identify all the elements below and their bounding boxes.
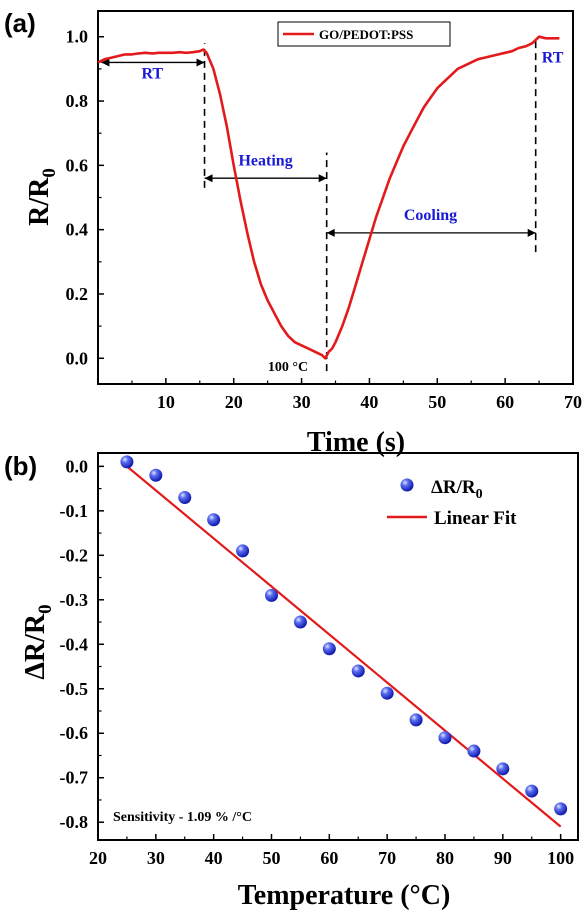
panel-b-y-tick-label: 0.0 [66, 456, 89, 476]
panel-b-y-axis-title-main: ΔR/R [20, 613, 51, 680]
panel-a-x-tick-label: 20 [225, 392, 243, 412]
arrow-head-right [196, 58, 205, 67]
panel-a-y-tick-label: 0.6 [66, 155, 89, 175]
panel-b-y-tick-label: -0.8 [60, 812, 89, 832]
delta-r-data-point [293, 615, 307, 629]
delta-r-data-point [380, 686, 394, 700]
delta-r-data-point [149, 468, 163, 482]
panel-a-x-tick-label: 70 [564, 392, 582, 412]
panel-a-annotation: RT [542, 49, 564, 66]
legend-label-delta-r-sub: 0 [476, 487, 483, 502]
panel-a-x-tick-label: 60 [496, 392, 514, 412]
panel-a-y-axis-title-sub: 0 [39, 168, 60, 178]
panel-b-y-tick-label: -0.2 [60, 545, 89, 565]
panel-b-y-tick-label: -0.6 [60, 723, 89, 743]
panel-b-x-tick-label: 50 [262, 848, 280, 868]
panel-a-line-chart: (a) 10 20 30 40 50 60 70 0.0 0.2 0.4 0.6 0.8 1.0 RT H… [4, 8, 582, 458]
delta-r-data-point [207, 513, 221, 527]
panel-a-y-tick-label: 0.2 [66, 284, 89, 304]
panel-a-x-tick-label: 40 [360, 392, 378, 412]
legend-label-delta-r: ΔR/R0 [431, 477, 483, 502]
panel-b-x-tick-label: 90 [494, 848, 512, 868]
panel-a-annotations: RT Heating Cooling RT 100 °C [141, 49, 563, 375]
panel-b-x-tick-label: 100 [547, 848, 574, 868]
panel-b-scatter-chart: (b) 20 30 40 50 60 70 80 90 100 0.0 -0.1 -0.2 -0.3 -0… [4, 451, 579, 911]
panel-b-x-tick-label: 70 [378, 848, 396, 868]
panel-a-phase-markers [101, 36, 537, 372]
panel-b-x-tick-label: 30 [147, 848, 165, 868]
arrow-head-left [101, 58, 110, 67]
panel-a-y-tick-label: 0.4 [66, 220, 89, 240]
panel-b-x-tick-label: 40 [205, 848, 223, 868]
panel-b-y-tick-label: -0.4 [60, 634, 89, 654]
panel-a-plot-frame [97, 10, 574, 385]
panel-b-y-tick-label: -0.3 [60, 590, 89, 610]
panel-a-axis-ticks: 10 20 30 40 50 60 70 0.0 0.2 0.4 0.6 0.8 1.0 [66, 27, 583, 412]
panel-b-x-tick-label: 60 [320, 848, 338, 868]
panel-a-x-tick-label: 50 [428, 392, 446, 412]
delta-r-data-point [236, 544, 250, 558]
panel-b-axis-ticks: 20 30 40 50 60 70 80 90 100 0.0 -0.1 -0.2 -0.3 -0.4 -0… [60, 456, 575, 868]
panel-b-y-axis-title-sub: 0 [35, 604, 56, 614]
sensitivity-annotation: Sensitivity - 1.09 % /°C [113, 810, 252, 825]
panel-a-x-tick-label: 30 [293, 392, 311, 412]
panel-b-y-axis-title: ΔR/R0 [20, 604, 56, 679]
panel-a-y-tick-label: 1.0 [66, 27, 89, 47]
arrow-head-right [527, 228, 536, 237]
legend-label-go-pedot-pss: GO/PEDOT:PSS [319, 27, 413, 42]
panel-a-y-tick-label: 0.8 [66, 91, 89, 111]
panel-b-label: (b) [4, 451, 37, 481]
panel-b-y-tick-label: -0.7 [60, 768, 89, 788]
panel-b-y-tick-label: -0.5 [60, 679, 89, 699]
delta-r-data-point [467, 744, 481, 758]
panel-a-y-tick-label: 0.0 [66, 348, 89, 368]
panel-b-y-tick-label: -0.1 [60, 501, 89, 521]
legend-label-delta-r-main: ΔR/R [431, 477, 476, 498]
delta-r-data-point [351, 664, 365, 678]
panel-a-annotation: 100 °C [268, 360, 308, 375]
panel-b-x-tick-label: 20 [89, 848, 107, 868]
delta-r-data-point [264, 588, 278, 602]
panel-a-annotation: RT [141, 66, 163, 83]
delta-r-points [120, 455, 568, 816]
panel-a-y-axis-title: R/R0 [24, 168, 60, 226]
delta-r-data-point [525, 784, 539, 798]
delta-r-data-point [322, 642, 336, 656]
go-pedot-pss-curve [97, 35, 560, 360]
delta-r-data-point [554, 802, 568, 816]
panel-a-x-tick-label: 10 [157, 392, 175, 412]
linear-fit-line [126, 465, 562, 828]
panel-b-x-axis-title: Temperature (°C) [238, 880, 451, 911]
panel-a-y-axis-title-main: R/R [24, 177, 55, 226]
legend-marker-swatch [400, 478, 414, 492]
arrow-head-left [204, 174, 213, 183]
delta-r-data-point [409, 713, 423, 727]
panel-b-x-tick-label: 80 [436, 848, 454, 868]
panel-a-label: (a) [4, 8, 36, 38]
delta-r-data-point [438, 731, 452, 745]
legend-label-linear-fit: Linear Fit [434, 508, 517, 529]
arrow-head-right [318, 174, 327, 183]
panel-b-legend: ΔR/R0 Linear Fit [387, 477, 517, 529]
delta-r-data-point [496, 762, 510, 776]
delta-r-data-point [178, 490, 192, 504]
arrow-head-left [326, 228, 335, 237]
panel-a-legend: GO/PEDOT:PSS [277, 21, 451, 47]
panel-a-annotation: Cooling [404, 207, 457, 224]
panel-a-annotation: Heating [238, 152, 292, 169]
panel-b-plot-frame [97, 452, 579, 841]
delta-r-data-point [120, 455, 134, 469]
